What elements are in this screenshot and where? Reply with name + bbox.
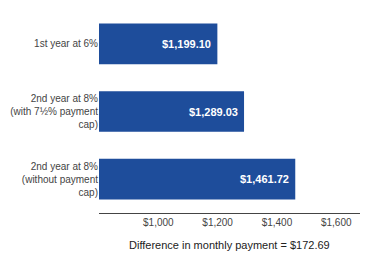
svg-text:1st year at 6%: 1st year at 6%: [34, 38, 98, 49]
svg-text:$1,000: $1,000: [143, 217, 174, 228]
svg-text:$1,199.10: $1,199.10: [162, 38, 211, 50]
svg-text:2nd year at 8%(without payment: 2nd year at 8%(without paymentcap): [22, 161, 98, 198]
svg-text:$1,600: $1,600: [321, 217, 352, 228]
svg-text:$1,461.72: $1,461.72: [240, 173, 289, 185]
svg-text:$1,289.03: $1,289.03: [189, 106, 238, 118]
svg-text:$1,400: $1,400: [262, 217, 293, 228]
svg-text:2nd year at 8%(with 7½% paymen: 2nd year at 8%(with 7½% paymentcap): [10, 93, 98, 130]
svg-text:Difference in monthly payment: Difference in monthly payment = $172.69: [129, 239, 330, 251]
svg-text:$1,200: $1,200: [202, 217, 233, 228]
